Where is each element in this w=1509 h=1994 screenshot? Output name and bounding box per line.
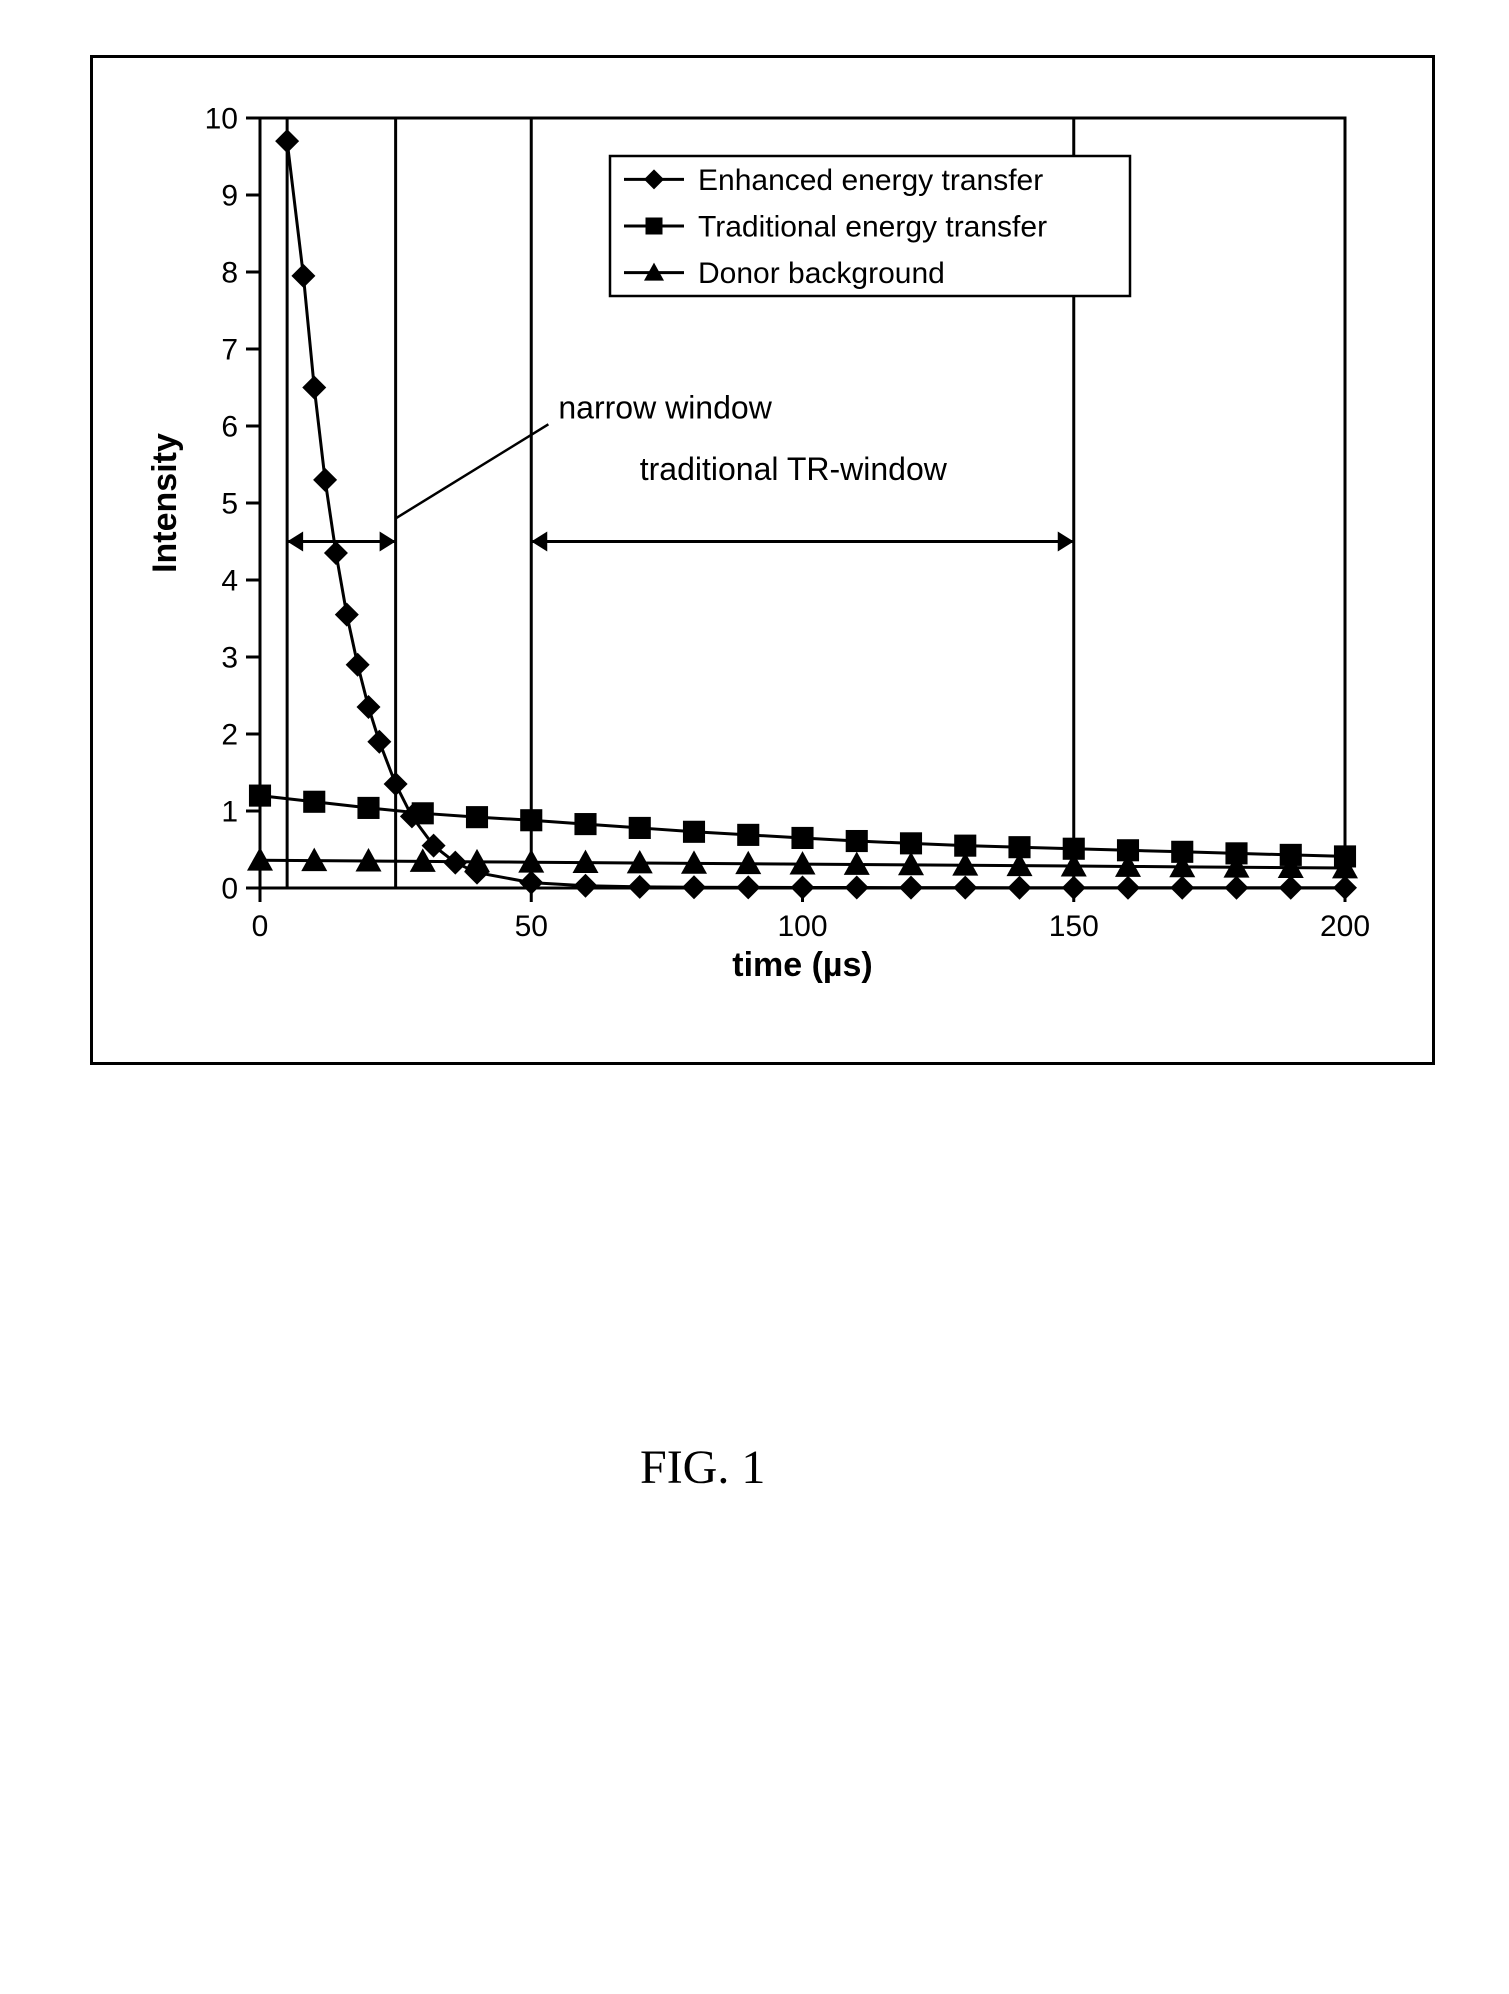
intensity-vs-time-chart: 0 50 100 150 200 0 1 2 3 4 5 6 7 8 9 10 time (µs) Intensi…: [130, 90, 1390, 1030]
svg-text:150: 150: [1049, 910, 1099, 943]
svg-text:1: 1: [221, 796, 238, 829]
figure-caption: FIG. 1: [640, 1440, 765, 1495]
svg-text:0: 0: [252, 910, 269, 943]
svg-text:8: 8: [221, 257, 238, 290]
svg-text:time (µs): time (µs): [732, 946, 873, 984]
svg-text:4: 4: [221, 565, 238, 598]
svg-text:0: 0: [221, 873, 238, 906]
page: 0 50 100 150 200 0 1 2 3 4 5 6 7 8 9 10 time (µs) Intensi…: [0, 0, 1509, 1994]
svg-text:5: 5: [221, 488, 238, 521]
svg-text:10: 10: [205, 103, 238, 136]
svg-text:6: 6: [221, 411, 238, 444]
svg-text:100: 100: [777, 910, 827, 943]
svg-text:Donor background: Donor background: [698, 257, 945, 290]
svg-text:3: 3: [221, 642, 238, 675]
svg-text:50: 50: [515, 910, 548, 943]
svg-text:7: 7: [221, 334, 238, 367]
svg-text:Traditional energy transfer: Traditional energy transfer: [698, 211, 1047, 244]
svg-text:200: 200: [1320, 910, 1370, 943]
svg-text:narrow window: narrow window: [558, 389, 772, 425]
svg-text:Enhanced energy transfer: Enhanced energy transfer: [698, 164, 1043, 197]
svg-text:2: 2: [221, 719, 238, 752]
svg-text:9: 9: [221, 180, 238, 213]
svg-text:traditional TR-window: traditional TR-window: [640, 451, 948, 487]
svg-text:Intensity: Intensity: [146, 433, 184, 573]
